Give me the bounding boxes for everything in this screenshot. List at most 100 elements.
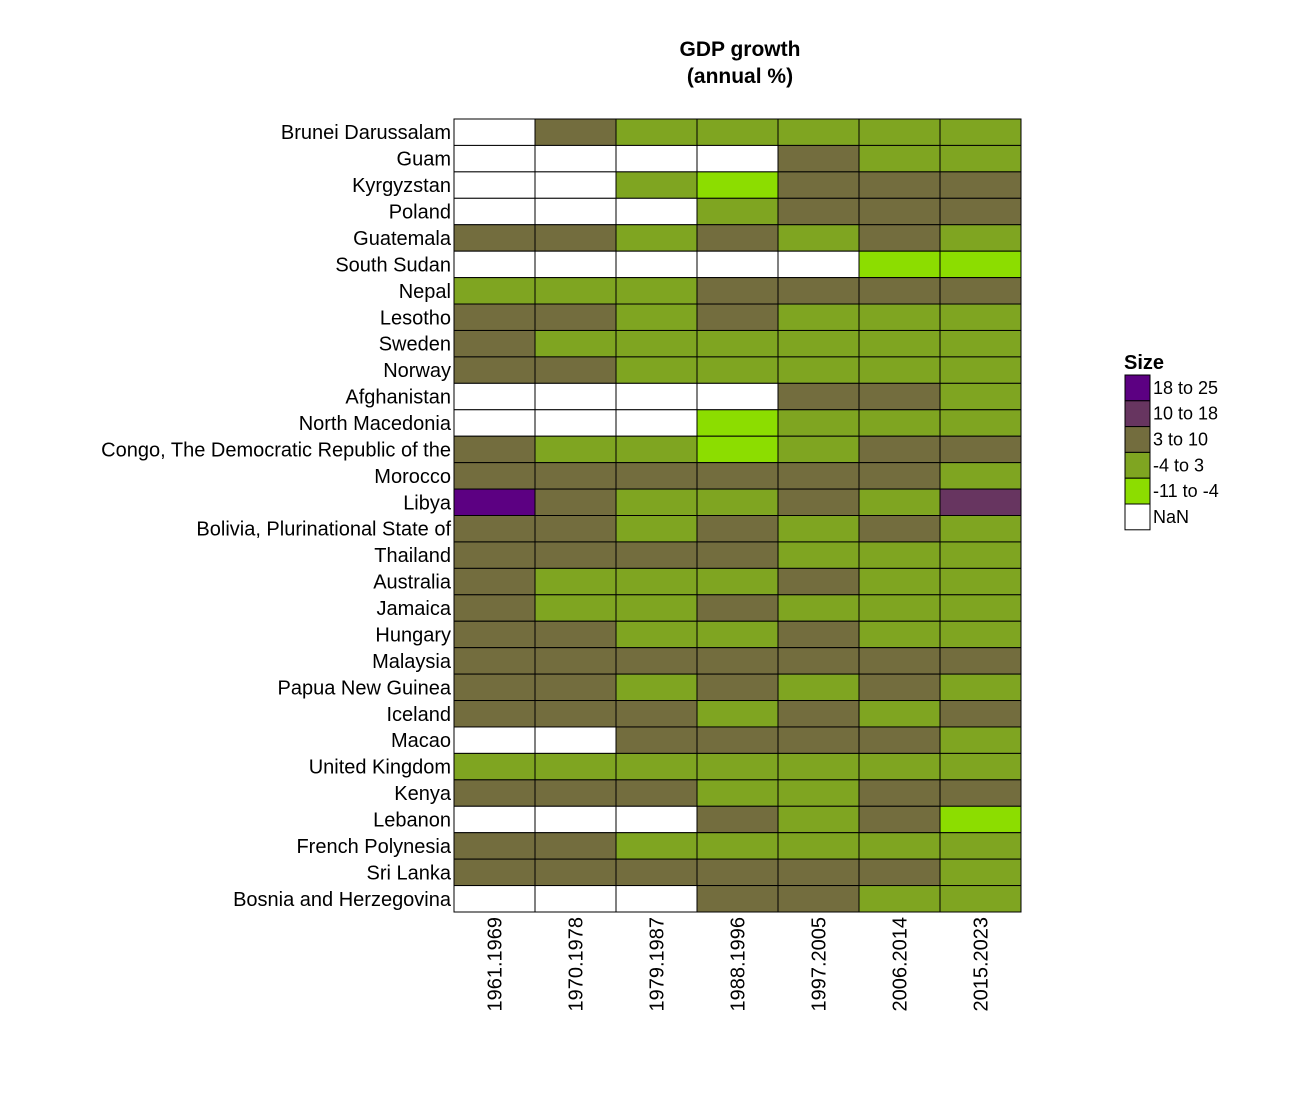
- heatmap-cell: [858, 409, 941, 437]
- heatmap-cell: [939, 647, 1022, 675]
- heatmap-cell: [696, 779, 779, 807]
- row-label: Guatemala: [353, 228, 452, 250]
- row-label: Sri Lanka: [367, 862, 452, 884]
- heatmap-cell: [453, 515, 536, 543]
- heatmap-cell: [696, 382, 779, 411]
- row-label: North Macedonia: [299, 413, 452, 435]
- heatmap-cell: [858, 197, 941, 226]
- heatmap-cell: [858, 726, 941, 754]
- heatmap-cell: [534, 197, 617, 226]
- heatmap-cell: [858, 700, 941, 728]
- heatmap-cell: [534, 277, 617, 305]
- heatmap-cell: [615, 197, 698, 226]
- heatmap-cell: [858, 752, 941, 781]
- heatmap-cell: [453, 329, 536, 358]
- heatmap-cell: [939, 303, 1022, 331]
- heatmap-cell: [615, 435, 698, 464]
- heatmap-cell: [777, 329, 860, 358]
- heatmap-cell: [453, 462, 536, 490]
- heatmap-cell: [615, 647, 698, 675]
- heatmap-cell: [534, 567, 617, 596]
- column-labels: 1961.1969 1970.1978 1979.1987 1988.1996 1997…: [485, 917, 993, 1012]
- heatmap-cell: [939, 488, 1022, 517]
- heatmap-cell: [615, 858, 698, 887]
- column-label: 2015.2023: [971, 917, 993, 1012]
- heatmap-cell: [696, 752, 779, 781]
- heatmap-cell: [696, 832, 779, 860]
- heatmap-cell: [939, 197, 1022, 226]
- heatmap-cell: [939, 224, 1022, 252]
- heatmap-cell: [615, 303, 698, 331]
- row-label: Malaysia: [372, 651, 452, 673]
- heatmap-cell: [615, 488, 698, 517]
- legend-label: -4 to 3: [1153, 455, 1204, 475]
- heatmap-cell: [858, 885, 941, 913]
- heatmap-cell: [858, 356, 941, 384]
- heatmap-cell: [858, 329, 941, 358]
- heatmap-cell: [939, 462, 1022, 490]
- row-label: Brunei Darussalam: [281, 122, 451, 144]
- row-label: Australia: [373, 572, 452, 594]
- column-label: 1997.2005: [809, 917, 831, 1012]
- heatmap-cell: [453, 277, 536, 305]
- heatmap-cell: [696, 197, 779, 226]
- heatmap-cell: [777, 382, 860, 411]
- heatmap-cell: [777, 779, 860, 807]
- row-label: United Kingdom: [309, 757, 451, 779]
- row-label: Lebanon: [373, 809, 451, 831]
- heatmap-cell: [534, 329, 617, 358]
- heatmap-cell: [939, 594, 1022, 622]
- row-label: Nepal: [399, 281, 451, 303]
- heatmap-cell: [777, 144, 860, 173]
- legend-label: 10 to 18: [1153, 404, 1218, 424]
- heatmap-cell: [939, 620, 1022, 649]
- heatmap-cell: [696, 885, 779, 913]
- heatmap-cell: [696, 250, 779, 279]
- heatmap-cell: [696, 224, 779, 252]
- heatmap-cell: [939, 250, 1022, 279]
- heatmap-cell: [858, 277, 941, 305]
- heatmap-cell: [615, 409, 698, 437]
- heatmap-cell: [615, 118, 698, 146]
- heatmap-cell: [534, 700, 617, 728]
- heatmap-cell: [939, 541, 1022, 569]
- row-label: Bolivia, Plurinational State of: [196, 519, 451, 541]
- heatmap-cell: [939, 779, 1022, 807]
- row-label: Iceland: [387, 704, 452, 726]
- heatmap-cell: [939, 885, 1022, 913]
- legend: Size 18 to 25 10 to 18 3 to 10 -4 to 3 -11 t…: [1124, 352, 1219, 531]
- heatmap-cell: [615, 462, 698, 490]
- heatmap-cell: [939, 858, 1022, 887]
- heatmap-cell: [534, 409, 617, 437]
- heatmap-cell: [453, 171, 536, 199]
- heatmap-cell: [615, 620, 698, 649]
- heatmap-cell: [615, 171, 698, 199]
- row-label: Afghanistan: [345, 387, 451, 409]
- heatmap-cell: [615, 700, 698, 728]
- heatmap-cell: [453, 382, 536, 411]
- heatmap-cell: [858, 567, 941, 596]
- heatmap-cell: [453, 832, 536, 860]
- heatmap-cell: [453, 118, 536, 146]
- legend-swatch: [1124, 503, 1151, 531]
- heatmap-cell: [534, 435, 617, 464]
- row-label: Guam: [397, 149, 451, 171]
- heatmap-cell: [777, 197, 860, 226]
- heatmap-cell: [777, 462, 860, 490]
- heatmap-cell: [534, 224, 617, 252]
- heatmap-cell: [939, 805, 1022, 834]
- heatmap-cell: [696, 118, 779, 146]
- heatmap-cell: [534, 356, 617, 384]
- legend-swatch: [1124, 477, 1151, 505]
- row-label: Libya: [403, 492, 452, 514]
- heatmap-cell: [777, 303, 860, 331]
- heatmap-cell: [777, 620, 860, 649]
- column-label: 2006.2014: [890, 917, 912, 1012]
- heatmap-cell: [534, 647, 617, 675]
- heatmap-cell: [858, 673, 941, 702]
- heatmap-cell: [696, 488, 779, 517]
- heatmap-cell: [534, 885, 617, 913]
- heatmap-cell: [615, 594, 698, 622]
- heatmap-cell: [615, 250, 698, 279]
- heatmap-cell: [534, 303, 617, 331]
